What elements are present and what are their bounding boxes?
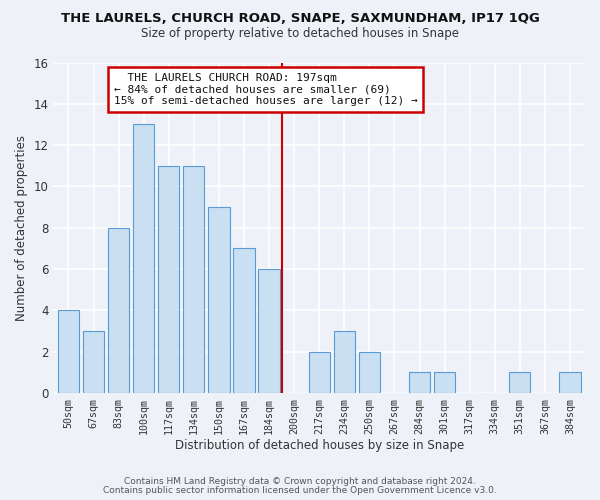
X-axis label: Distribution of detached houses by size in Snape: Distribution of detached houses by size … (175, 440, 464, 452)
Bar (108, 228, 129, 393)
Bar (434, 372, 455, 393)
Bar (559, 372, 581, 393)
Bar (233, 248, 254, 393)
Bar (509, 372, 530, 393)
Bar (133, 124, 154, 393)
Bar (208, 207, 230, 393)
Bar (409, 372, 430, 393)
Text: Contains public sector information licensed under the Open Government Licence v3: Contains public sector information licen… (103, 486, 497, 495)
Bar (308, 352, 330, 393)
Text: Contains HM Land Registry data © Crown copyright and database right 2024.: Contains HM Land Registry data © Crown c… (124, 477, 476, 486)
Text: Size of property relative to detached houses in Snape: Size of property relative to detached ho… (141, 28, 459, 40)
Bar (83, 331, 104, 393)
Bar (158, 166, 179, 393)
Text: THE LAURELS, CHURCH ROAD, SNAPE, SAXMUNDHAM, IP17 1QG: THE LAURELS, CHURCH ROAD, SNAPE, SAXMUND… (61, 12, 539, 26)
Bar (334, 331, 355, 393)
Bar (58, 310, 79, 393)
Bar (183, 166, 205, 393)
Bar (359, 352, 380, 393)
Text: THE LAURELS CHURCH ROAD: 197sqm  
← 84% of detached houses are smaller (69)
15% : THE LAURELS CHURCH ROAD: 197sqm ← 84% of… (113, 73, 418, 106)
Y-axis label: Number of detached properties: Number of detached properties (15, 135, 28, 321)
Bar (259, 269, 280, 393)
